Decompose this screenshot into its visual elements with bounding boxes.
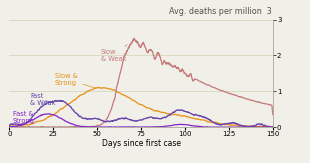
Text: Slow &
Strong: Slow & Strong (55, 73, 96, 88)
X-axis label: Days since first case: Days since first case (102, 139, 180, 148)
Text: Avg. deaths per million  3: Avg. deaths per million 3 (169, 7, 272, 16)
Text: Fast
& Weak: Fast & Weak (30, 93, 56, 106)
Text: Slow
& Weak: Slow & Weak (101, 45, 127, 62)
Text: Fast &
Strong: Fast & Strong (13, 111, 45, 124)
